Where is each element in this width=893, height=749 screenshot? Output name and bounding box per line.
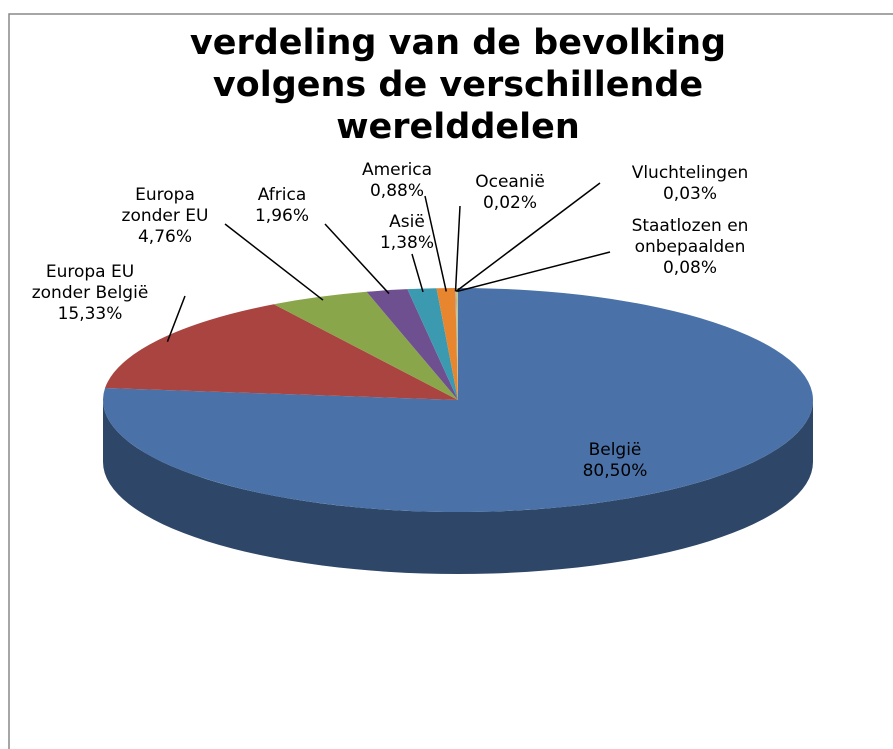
leader-line (324, 223, 390, 295)
value-label: 1,96% (254, 206, 309, 226)
value-label: 0,03% (662, 184, 717, 204)
value-label: 0,08% (662, 258, 717, 278)
value-label: 80,50% (582, 461, 648, 481)
value-label: 0,02% (482, 193, 537, 213)
slice (273, 291, 458, 400)
leader-line (454, 205, 461, 292)
slice-label: Oceanië (475, 172, 545, 192)
leader-line (424, 195, 447, 292)
slice-label: America (361, 160, 433, 180)
slice (366, 289, 458, 400)
slice-label: Europa EU zonder België (31, 262, 149, 303)
chart-title: verdeling van de bevolking volgens de ve… (189, 23, 727, 147)
leader-line (455, 182, 601, 292)
slice (105, 304, 458, 400)
value-label: 0,88% (369, 181, 424, 201)
slice-label: Asië (389, 212, 425, 232)
slice-label: Vluchtelingen (631, 163, 749, 183)
slice (456, 288, 458, 400)
leader-line (166, 295, 186, 342)
slice (455, 288, 458, 400)
slice (102, 288, 813, 513)
slice-side (103, 400, 813, 574)
value-label: 1,38% (379, 233, 434, 253)
slice (455, 288, 458, 400)
slice (407, 288, 458, 400)
leader-line (224, 223, 324, 301)
leader-line (456, 251, 611, 293)
value-label: 15,33% (57, 304, 123, 324)
slice-label: Staatlozen en onbepaalden (631, 216, 749, 257)
slice-label: Africa (257, 185, 307, 205)
slice (436, 288, 458, 400)
leader-line (411, 253, 424, 293)
value-label: 4,76% (137, 227, 192, 247)
slice-label: Europa zonder EU (121, 185, 209, 226)
slice-label: België (588, 440, 642, 460)
